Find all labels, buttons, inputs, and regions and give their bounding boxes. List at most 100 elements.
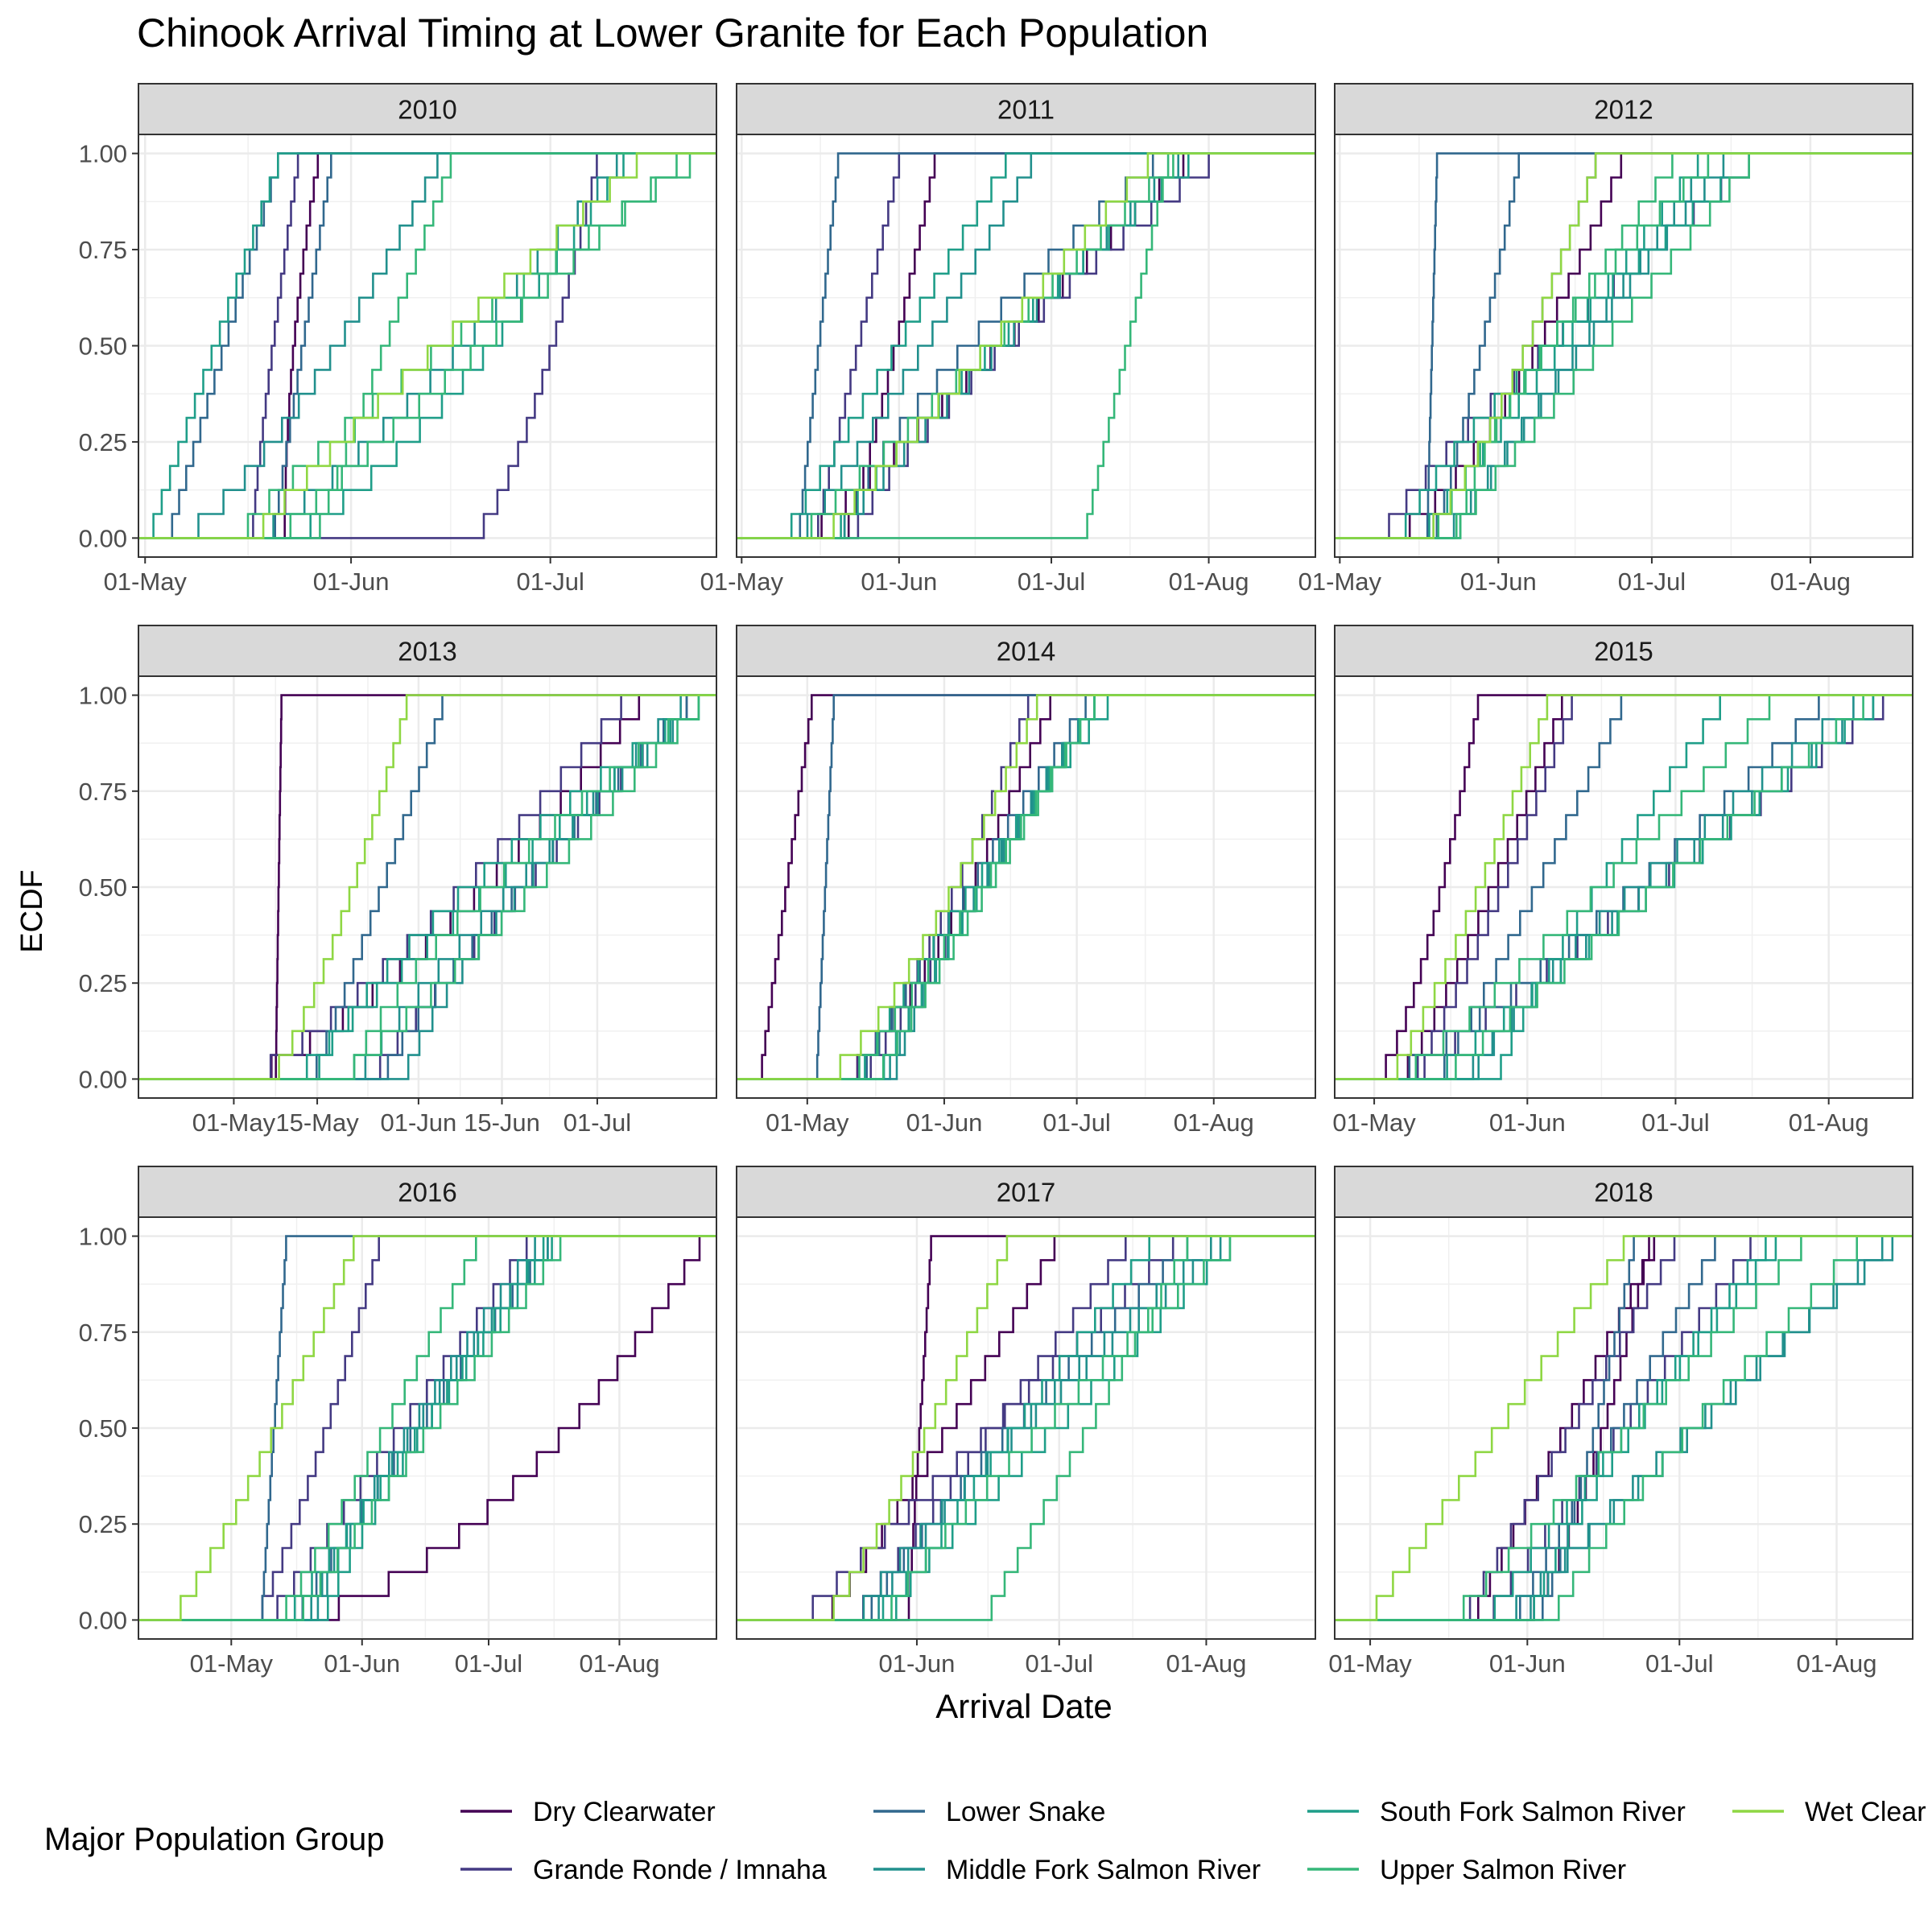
- x-tick-label: 01-May: [1328, 1649, 1412, 1678]
- legend-item-wet-clear: Wet Clear: [1732, 1797, 1926, 1827]
- legend-label: Dry Clearwater: [533, 1797, 716, 1827]
- ecdf-line-upper-salmon-river: [1335, 1235, 1913, 1621]
- x-tick-label: 01-Jul: [455, 1649, 522, 1678]
- panel-border: [736, 675, 1316, 1099]
- x-tick-label: 01-May: [1332, 1108, 1416, 1137]
- ecdf-line-lower-snake: [737, 152, 1315, 539]
- ecdf-line-grande-ronde-imnaha: [138, 152, 716, 539]
- ecdf-line-middle-fork-salmon-river: [737, 152, 1315, 539]
- facet-2017: 2017 01-Jun 01-Jul 01-Aug: [736, 1166, 1316, 1678]
- x-tick-label: 01-Aug: [1169, 568, 1249, 596]
- facet-strip-label: 2011: [997, 95, 1055, 125]
- ecdf-line-wet-clear: [737, 1235, 1315, 1621]
- x-tick-label: 01-May: [766, 1108, 849, 1137]
- ecdf-line-wet-clear: [737, 152, 1315, 539]
- facet-strip: [138, 1166, 717, 1218]
- ecdf-line-upper-salmon-river: [737, 1235, 1315, 1621]
- ecdf-line-wet-clear: [1335, 152, 1913, 539]
- y-tick-label: 0.25: [79, 1510, 127, 1538]
- legend-item-middle-fork-salmon-river: Middle Fork Salmon River: [873, 1855, 1261, 1885]
- x-tick-label: 01-Jun: [861, 568, 937, 596]
- y-tick-label: 0.25: [79, 969, 127, 997]
- ecdf-line-dry-clearwater: [138, 1235, 716, 1621]
- facet-strip-label: 2012: [1594, 95, 1653, 125]
- legend-item-dry-clearwater: Dry Clearwater: [460, 1797, 716, 1827]
- x-tick-label: 01-Aug: [1789, 1108, 1869, 1137]
- legend-label: Lower Snake: [946, 1797, 1105, 1827]
- ecdf-line-dry-clearwater: [737, 694, 1315, 1080]
- facet-2011: 2011 01-May 01-Jun 01-Jul 01-Aug: [700, 83, 1316, 596]
- ecdf-line-wet-clear: [737, 694, 1315, 1080]
- x-tick-label: 01-May: [104, 568, 188, 596]
- facet-strip-label: 2016: [398, 1178, 456, 1208]
- legend-label: Middle Fork Salmon River: [946, 1855, 1261, 1885]
- ecdf-line-middle-fork-salmon-river: [1335, 694, 1913, 1080]
- x-tick-label: 01-Jul: [1645, 1649, 1713, 1678]
- y-tick-label: 0.75: [79, 778, 127, 806]
- y-tick-label: 0.50: [79, 332, 127, 361]
- ecdf-line-middle-fork-salmon-river: [138, 152, 716, 539]
- facet-strip: [1334, 83, 1913, 135]
- panel-border: [736, 134, 1316, 558]
- facet-2016: 2016 0.00 0.25 0.50 0.75 1.00 01-May 01-Jun 01-J…: [79, 1166, 717, 1678]
- ecdf-line-dry-clearwater: [737, 1235, 1315, 1621]
- y-axis-label: ECDF: [15, 869, 49, 952]
- legend-item-lower-snake: Lower Snake: [873, 1797, 1105, 1827]
- ecdf-line-wet-clear: [138, 694, 716, 1080]
- ecdf-line-upper-salmon-river: [1335, 694, 1913, 1080]
- x-tick-label: 01-Aug: [1797, 1649, 1877, 1678]
- facet-strip-label: 2010: [398, 95, 456, 125]
- ecdf-line-wet-clear: [138, 1235, 716, 1621]
- panel-border: [1334, 1216, 1913, 1640]
- ecdf-line-grande-ronde-imnaha: [1335, 694, 1913, 1080]
- legend-item-upper-salmon-river: Upper Salmon River: [1307, 1855, 1626, 1885]
- panel-border: [736, 1216, 1316, 1640]
- x-tick-label: 01-May: [700, 568, 784, 596]
- x-tick-label: 01-May: [1298, 568, 1382, 596]
- x-axis-label: Arrival Date: [935, 1687, 1112, 1725]
- ecdf-line-south-fork-salmon-river: [138, 694, 716, 1080]
- facet-2010: 2010 0.00 0.25 0.50 0.75 1.00 01-May 01-Jun 01-J…: [79, 83, 717, 596]
- legend-title: Major Population Group: [44, 1822, 384, 1857]
- x-tick-label: 01-Jul: [1042, 1108, 1110, 1137]
- x-tick-label: 01-Jun: [324, 1649, 400, 1678]
- facet-2014: 2014 01-May 01-Jun 01-Jul 01-Aug: [736, 625, 1316, 1137]
- x-tick-label: 01-Jun: [1489, 1649, 1566, 1678]
- ecdf-line-upper-salmon-river: [1335, 1235, 1913, 1621]
- ecdf-line-grande-ronde-imnaha: [1335, 1235, 1913, 1621]
- facet-strip-label: 2018: [1594, 1178, 1653, 1208]
- ecdf-line-grande-ronde-imnaha: [138, 1235, 716, 1621]
- ecdf-line-middle-fork-salmon-river: [138, 152, 716, 539]
- legend-label: Wet Clear: [1805, 1797, 1926, 1827]
- ecdf-line-upper-salmon-river: [737, 152, 1315, 539]
- ecdf-line-upper-salmon-river: [138, 152, 716, 539]
- ecdf-line-upper-salmon-river: [1335, 694, 1913, 1080]
- x-tick-label: 01-Jun: [879, 1649, 956, 1678]
- ecdf-line-wet-clear: [1335, 1235, 1913, 1621]
- ecdf-line-grande-ronde-imnaha: [138, 1235, 716, 1621]
- facet-2015: 2015 01-May 01-Jun 01-Jul 01-Aug: [1332, 625, 1913, 1137]
- ecdf-line-lower-snake: [737, 152, 1315, 539]
- legend-label: South Fork Salmon River: [1380, 1797, 1686, 1827]
- x-tick-label: 01-Jul: [516, 568, 584, 596]
- ecdf-line-upper-salmon-river: [138, 1235, 716, 1621]
- x-tick-label: 01-May: [192, 1108, 276, 1137]
- x-tick-label: 15-May: [275, 1108, 359, 1137]
- ecdf-line-upper-salmon-river: [1335, 152, 1913, 539]
- x-tick-label: 01-May: [190, 1649, 274, 1678]
- x-tick-label: 01-Jul: [1641, 1108, 1709, 1137]
- ecdf-line-upper-salmon-river: [737, 694, 1315, 1080]
- y-tick-label: 1.00: [79, 140, 127, 168]
- ecdf-line-wet-clear: [138, 152, 716, 539]
- ecdf-line-lower-snake: [138, 152, 716, 539]
- ecdf-line-dry-clearwater: [138, 152, 716, 539]
- y-tick-label: 0.00: [79, 1065, 127, 1093]
- ecdf-line-upper-salmon-river: [737, 1235, 1315, 1621]
- ecdf-line-upper-salmon-river: [138, 694, 716, 1080]
- y-tick-label: 0.00: [79, 1606, 127, 1634]
- ecdf-line-grande-ronde-imnaha: [737, 152, 1315, 539]
- legend-item-grande-ronde-imnaha: Grande Ronde / Imnaha: [460, 1855, 827, 1885]
- legend-label: Grande Ronde / Imnaha: [533, 1855, 827, 1885]
- facet-strip: [736, 83, 1316, 135]
